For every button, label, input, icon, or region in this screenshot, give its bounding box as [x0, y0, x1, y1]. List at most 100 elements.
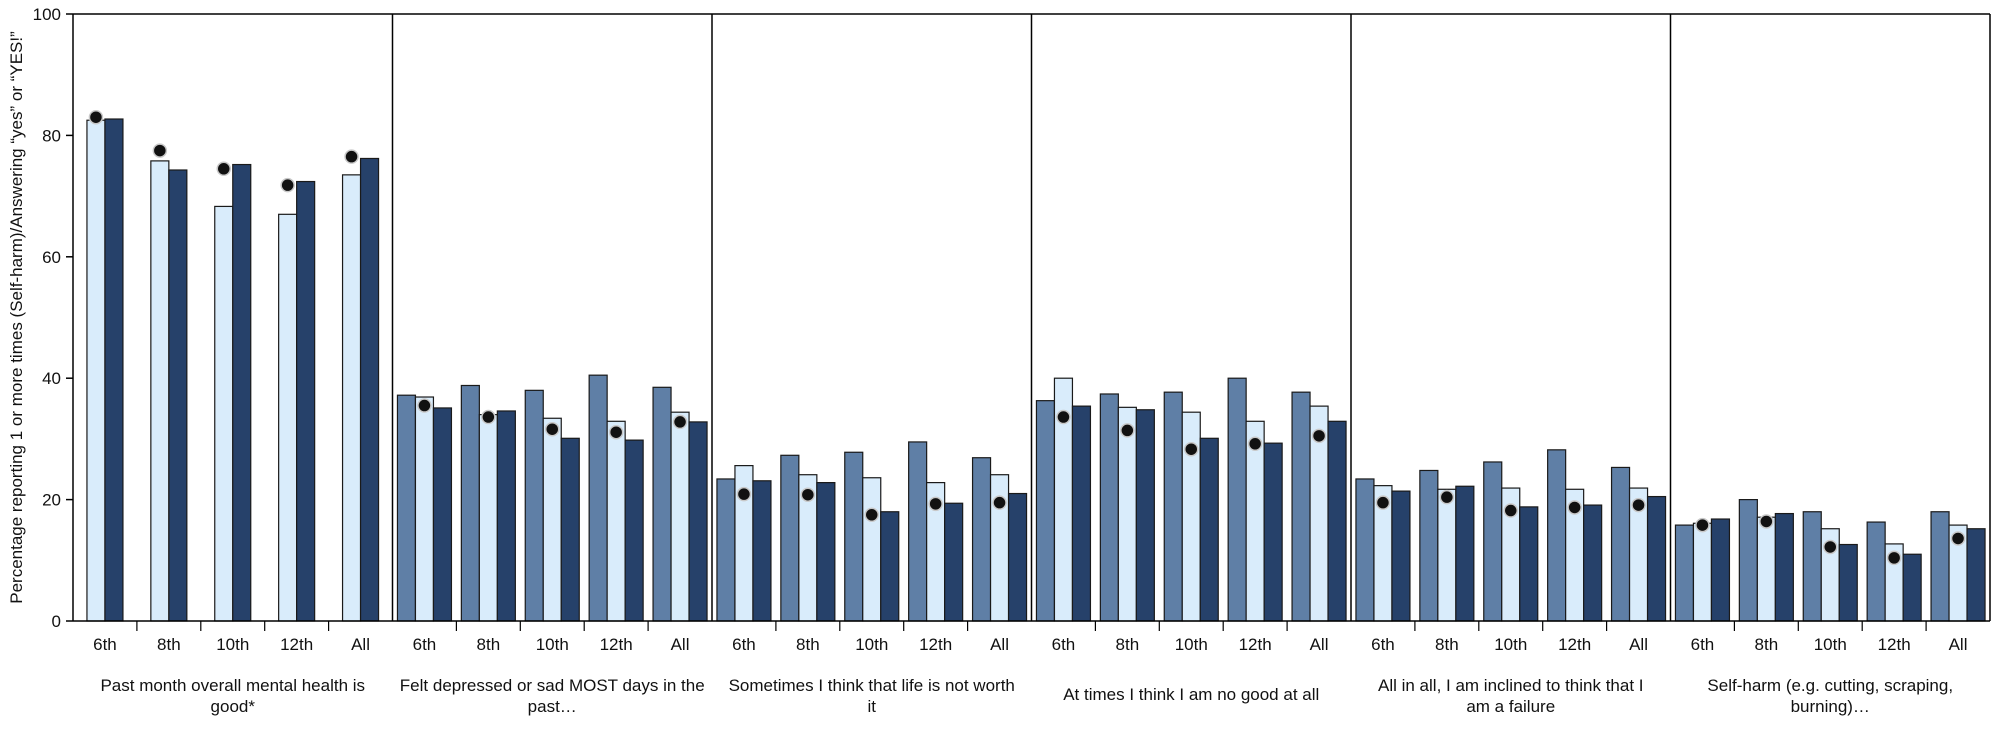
- x-tick-label: 12th: [1558, 635, 1591, 654]
- bar-navy: [1263, 442, 1283, 622]
- markers: [88, 109, 1966, 566]
- x-tick-label: 10th: [855, 635, 888, 654]
- bar-dark: [908, 441, 928, 622]
- bar-navy: [104, 118, 124, 622]
- x-tick-label: 6th: [413, 635, 437, 654]
- marker-point: [1823, 539, 1838, 555]
- bar-dark: [1099, 393, 1119, 622]
- marker-point: [1886, 550, 1902, 566]
- bar-dark: [588, 374, 608, 622]
- bar-navy: [688, 421, 708, 622]
- bar-dark: [1227, 377, 1247, 622]
- group-labels: Past month overall mental health is good*…: [100, 676, 1953, 716]
- x-tick-label: All: [990, 635, 1009, 654]
- bar-dark: [460, 384, 480, 622]
- bar-navy: [432, 407, 453, 622]
- x-tick-label: 8th: [157, 635, 181, 654]
- y-axis-label: Percentage reporting 1 or more times (Se…: [7, 31, 26, 604]
- bar-light: [214, 205, 234, 622]
- x-tick-label: All: [671, 635, 690, 654]
- x-tick-label: 10th: [1814, 635, 1847, 654]
- marker-point: [1695, 517, 1710, 533]
- bars: [86, 118, 1986, 622]
- bar-dark: [1419, 469, 1439, 622]
- marker-point: [1184, 441, 1199, 457]
- bar-light: [1756, 516, 1776, 622]
- group-label: All in all, I am inclined to think that …: [1378, 676, 1644, 695]
- group-label: good*: [211, 697, 256, 716]
- bar-dark: [1674, 524, 1695, 622]
- bar-navy: [1391, 490, 1411, 622]
- x-tick-label: 6th: [1371, 635, 1395, 654]
- bar-light: [1437, 488, 1457, 622]
- x-tick-label: 6th: [1691, 635, 1715, 654]
- bar-dark: [716, 478, 736, 622]
- bar-dark: [1547, 449, 1567, 622]
- x-tick-label: 12th: [1239, 635, 1272, 654]
- bar-navy: [1519, 506, 1539, 622]
- y-tick-label: 80: [42, 126, 61, 145]
- marker-point: [736, 486, 752, 502]
- marker-point: [1311, 428, 1327, 444]
- x-tick-label: 12th: [280, 635, 313, 654]
- bar-navy: [496, 410, 516, 622]
- marker-point: [992, 495, 1007, 510]
- bar-light: [542, 417, 562, 622]
- bar-navy: [359, 157, 380, 622]
- bar-navy: [232, 163, 252, 622]
- marker-point: [481, 409, 496, 425]
- bar-light: [1692, 522, 1713, 622]
- marker-point: [1056, 409, 1071, 425]
- group-label: At times I think I am no good at all: [1063, 685, 1319, 704]
- group-label: Sometimes I think that life is not worth: [729, 676, 1015, 695]
- bar-navy: [296, 180, 316, 622]
- bar-navy: [1838, 543, 1858, 622]
- bar-dark: [524, 389, 544, 622]
- bar-dark: [780, 454, 800, 622]
- bar-light: [414, 396, 435, 622]
- bar-light: [86, 119, 106, 622]
- x-tick-label: 8th: [477, 635, 501, 654]
- group-label: am a failure: [1466, 697, 1555, 716]
- bar-navy: [816, 482, 836, 622]
- marker-point: [1375, 495, 1391, 510]
- bar-light: [1117, 406, 1137, 622]
- x-tick-label: All: [1949, 635, 1968, 654]
- x-tick-label: 8th: [1755, 635, 1779, 654]
- marker-point: [864, 507, 879, 523]
- x-tick-label: 8th: [1116, 635, 1140, 654]
- group-label: Felt depressed or sad MOST days in the: [400, 676, 705, 695]
- marker-point: [608, 424, 624, 440]
- marker-point: [1247, 436, 1263, 452]
- bar-navy: [1199, 437, 1219, 622]
- x-tick-label: 12th: [919, 635, 952, 654]
- bar-navy: [1966, 528, 1986, 622]
- bar-navy: [1583, 504, 1603, 622]
- x-tick-label: All: [351, 635, 370, 654]
- bar-light: [1245, 420, 1265, 622]
- y-tick-label: 0: [52, 612, 61, 631]
- bar-light: [150, 160, 170, 622]
- bar-dark: [1738, 499, 1758, 622]
- bar-light: [278, 213, 298, 622]
- x-tick-label: All: [1629, 635, 1648, 654]
- marker-point: [1439, 489, 1455, 505]
- marker-point: [800, 487, 816, 502]
- bar-navy: [1646, 495, 1667, 622]
- marker-point: [1503, 503, 1518, 518]
- bar-dark: [971, 457, 992, 622]
- bar-dark: [1610, 466, 1631, 622]
- bar-dark: [1930, 511, 1950, 622]
- bar-light: [478, 414, 498, 622]
- marker-point: [280, 177, 295, 193]
- bar-navy: [560, 437, 580, 622]
- bar-dark: [1163, 391, 1183, 622]
- x-tick-label: 6th: [93, 635, 117, 654]
- bar-dark: [1866, 521, 1886, 622]
- bar-light: [341, 174, 362, 622]
- x-tick-label: 8th: [1435, 635, 1459, 654]
- group-label: Past month overall mental health is: [100, 676, 365, 695]
- marker-point: [1120, 423, 1135, 438]
- bar-dark: [1802, 511, 1822, 622]
